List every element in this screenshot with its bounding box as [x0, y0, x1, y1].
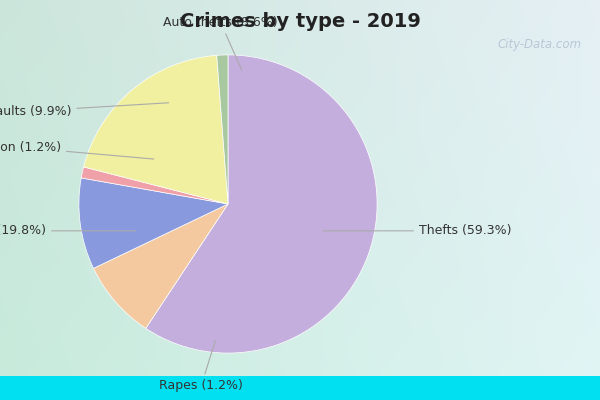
Text: Rapes (1.2%): Rapes (1.2%) — [159, 341, 243, 392]
Wedge shape — [146, 55, 377, 353]
Wedge shape — [79, 178, 228, 268]
Wedge shape — [94, 204, 228, 328]
Text: Arson (1.2%): Arson (1.2%) — [0, 141, 154, 159]
Text: Assaults (9.9%): Assaults (9.9%) — [0, 103, 169, 118]
Wedge shape — [83, 55, 228, 204]
Text: Auto thefts (8.6%): Auto thefts (8.6%) — [163, 16, 278, 70]
Wedge shape — [217, 55, 228, 204]
Wedge shape — [81, 167, 228, 204]
Text: Burglaries (19.8%): Burglaries (19.8%) — [0, 224, 136, 237]
Text: Thefts (59.3%): Thefts (59.3%) — [323, 224, 511, 237]
Text: City-Data.com: City-Data.com — [498, 38, 582, 50]
Text: Crimes by type - 2019: Crimes by type - 2019 — [179, 12, 421, 31]
